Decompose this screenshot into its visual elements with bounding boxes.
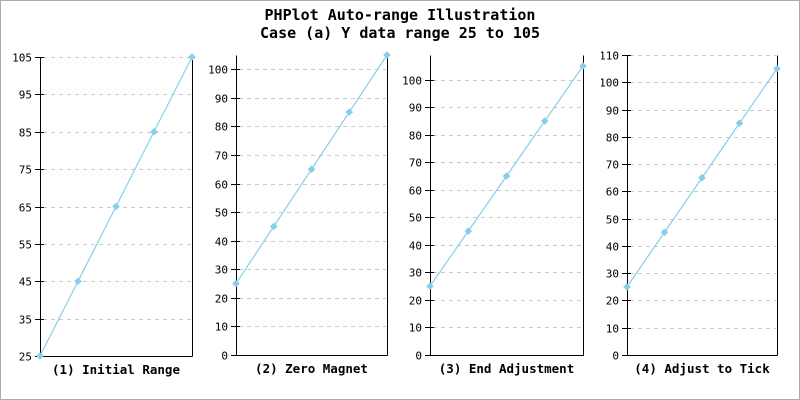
data-point-marker — [112, 202, 120, 211]
data-point-marker — [426, 282, 434, 290]
y-ticks: 25 35 45 55 65 75 85 95 105 — [12, 52, 44, 364]
y-tick-label: 70 — [606, 159, 619, 172]
y-tick-label: 10 — [215, 321, 228, 334]
chart-title-line1: PHPlot Auto-range Illustration — [264, 6, 536, 24]
y-tick-label: 30 — [409, 267, 422, 280]
y-tick-label: 60 — [606, 186, 619, 199]
data-point-marker — [660, 228, 669, 237]
data-point-markers — [623, 64, 781, 291]
data-point-marker — [188, 53, 196, 61]
y-gridlines — [630, 55, 776, 329]
y-gridlines — [239, 69, 386, 327]
subplot-title-2: (2) Zero Magnet — [255, 361, 368, 376]
y-tick-label: 110 — [601, 50, 619, 63]
data-point-marker — [307, 165, 316, 174]
y-tick-label: 55 — [19, 239, 32, 252]
y-tick-label: 85 — [19, 127, 32, 140]
y-tick-label: 100 — [601, 77, 619, 90]
y-tick-label: 10 — [409, 322, 422, 335]
y-tick-label: 50 — [215, 207, 228, 220]
data-point-marker — [269, 222, 278, 231]
data-point-marker — [773, 64, 781, 73]
data-point-marker — [150, 127, 158, 136]
axis-frame — [430, 55, 584, 356]
y-tick-label: 40 — [606, 241, 619, 254]
y-tick-label: 65 — [19, 202, 32, 215]
y-tick-label: 80 — [606, 132, 619, 145]
y-tick-label: 70 — [215, 150, 228, 163]
y-tick-label: 20 — [215, 293, 228, 306]
data-point-markers — [426, 62, 587, 290]
y-tick-label: 90 — [606, 105, 619, 118]
y-tick-label: 90 — [409, 102, 422, 115]
data-point-marker — [502, 172, 511, 180]
y-tick-label: 45 — [19, 276, 32, 289]
y-tick-label: 60 — [409, 185, 422, 198]
y-tick-label: 20 — [409, 295, 422, 308]
axis-frame — [627, 55, 778, 356]
chart-title-line2: Case (a) Y data range 25 to 105 — [260, 24, 540, 42]
subplot-3: 0 10 20 30 40 50 60 70 80 90 100 (3) End Adjustment — [402, 55, 587, 376]
data-point-marker — [345, 108, 354, 116]
data-point-marker — [74, 277, 82, 286]
data-point-marker — [232, 279, 240, 288]
subplot-title-1: (1) Initial Range — [52, 362, 180, 377]
y-tick-label: 100 — [402, 75, 422, 88]
y-tick-label: 100 — [208, 64, 228, 77]
y-tick-label: 30 — [606, 268, 619, 281]
y-tick-label: 0 — [415, 350, 422, 363]
data-point-marker — [698, 173, 706, 182]
y-tick-label: 90 — [215, 93, 228, 106]
y-tick-label: 35 — [19, 314, 32, 327]
y-ticks: 0 10 20 30 40 50 60 70 80 90 100 110 — [601, 50, 631, 363]
data-point-marker — [464, 227, 473, 235]
y-tick-label: 80 — [409, 130, 422, 143]
y-tick-label: 10 — [606, 323, 619, 336]
data-point-markers — [232, 51, 391, 288]
y-tick-label: 105 — [12, 52, 32, 65]
y-tick-label: 0 — [612, 350, 619, 363]
subplot-4: 0 10 20 30 40 50 60 70 80 90 100 110 (4) Adjust to T… — [601, 50, 781, 376]
y-tick-label: 80 — [215, 121, 228, 134]
y-ticks: 0 10 20 30 40 50 60 70 80 90 100 — [208, 64, 240, 363]
data-point-markers — [36, 53, 196, 360]
y-tick-label: 20 — [606, 295, 619, 308]
data-point-marker — [540, 117, 549, 125]
data-point-marker — [383, 51, 391, 59]
y-tick-label: 40 — [409, 240, 422, 253]
y-tick-label: 25 — [19, 351, 32, 364]
subplot-2: 0 10 20 30 40 50 60 70 80 90 100 (2) Zero Magnet — [208, 51, 391, 376]
subplot-title-3: (3) End Adjustment — [439, 361, 574, 376]
subplot-title-4: (4) Adjust to Tick — [634, 361, 770, 376]
y-tick-label: 60 — [215, 179, 228, 192]
y-gridlines — [43, 57, 191, 320]
data-point-marker — [579, 62, 587, 70]
data-point-marker — [623, 283, 631, 291]
y-tick-label: 70 — [409, 157, 422, 170]
y-tick-label: 95 — [19, 89, 32, 102]
y-tick-label: 0 — [221, 350, 228, 363]
subplot-1: 25 35 45 55 65 75 85 95 105 (1) Initial Range — [12, 52, 196, 377]
y-tick-label: 75 — [19, 164, 32, 177]
chart-title-block: PHPlot Auto-range Illustration Case (a) … — [1, 6, 799, 42]
y-tick-label: 30 — [215, 264, 228, 277]
y-tick-label: 50 — [409, 212, 422, 225]
axis-frame — [236, 55, 388, 356]
y-ticks: 0 10 20 30 40 50 60 70 80 90 100 — [402, 75, 434, 363]
y-gridlines — [433, 80, 582, 328]
y-tick-label: 50 — [606, 214, 619, 227]
y-tick-label: 40 — [215, 236, 228, 249]
data-point-marker — [36, 352, 44, 360]
axis-frame — [40, 57, 193, 357]
data-point-marker — [735, 119, 744, 127]
